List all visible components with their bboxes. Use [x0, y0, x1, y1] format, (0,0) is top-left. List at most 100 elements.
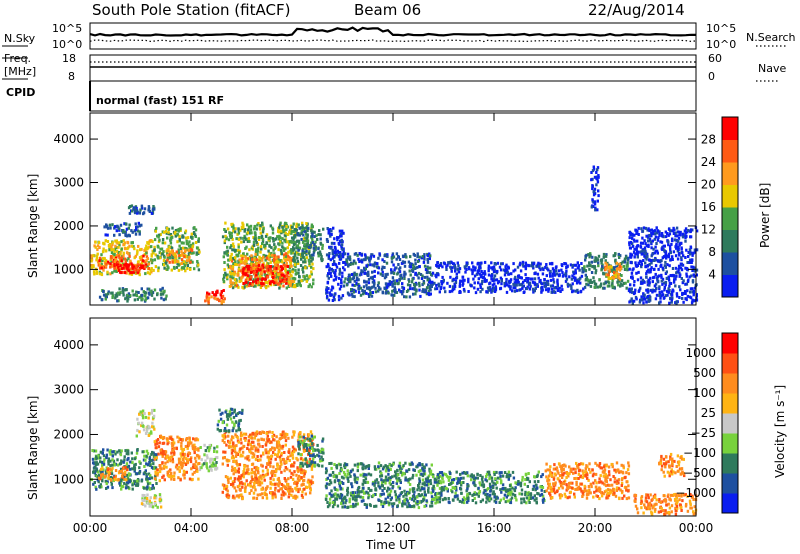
data-cell	[222, 280, 226, 283]
data-cell	[219, 293, 223, 297]
data-cell	[226, 273, 229, 277]
data-cell	[248, 264, 251, 268]
data-cell	[247, 454, 250, 458]
data-cell	[187, 443, 191, 447]
data-cell	[403, 277, 406, 280]
data-cell	[566, 284, 570, 288]
data-cell	[156, 438, 160, 441]
data-cell	[454, 267, 457, 271]
data-cell	[129, 460, 132, 464]
data-cell	[490, 261, 493, 265]
data-cell	[246, 281, 250, 285]
data-cell	[142, 254, 145, 258]
data-cell	[261, 223, 264, 227]
data-cell	[506, 270, 509, 274]
data-cell	[530, 264, 533, 268]
data-cell	[326, 280, 330, 284]
data-cell	[292, 238, 295, 242]
data-cell	[173, 451, 176, 455]
data-cell	[418, 288, 421, 292]
data-cell	[310, 241, 313, 245]
data-cell	[294, 268, 297, 272]
data-cell	[268, 258, 271, 261]
data-cell	[256, 262, 259, 265]
data-cell	[101, 250, 105, 254]
data-cell	[260, 271, 263, 275]
data-cell	[159, 292, 163, 296]
data-cell	[261, 258, 264, 262]
data-cell	[197, 239, 200, 243]
data-cell	[305, 249, 308, 253]
data-cell	[301, 224, 304, 228]
data-cell	[390, 260, 394, 264]
data-cell	[243, 234, 246, 238]
data-cell	[346, 252, 350, 256]
data-cell	[96, 256, 99, 260]
data-cell	[446, 281, 449, 285]
data-cell	[165, 465, 168, 469]
data-cell	[421, 289, 424, 293]
data-cell	[296, 244, 300, 248]
data-cell	[159, 247, 162, 251]
data-cell	[410, 280, 414, 284]
data-cell	[252, 243, 256, 247]
data-cell	[134, 254, 137, 258]
data-cell	[156, 505, 159, 509]
data-cell	[536, 272, 540, 276]
data-cell	[286, 277, 289, 281]
data-cell	[113, 233, 116, 237]
data-cell	[334, 277, 337, 281]
data-cell	[180, 250, 183, 254]
data-cell	[122, 291, 125, 295]
data-cell	[107, 290, 110, 294]
data-cell	[119, 291, 122, 295]
data-cell	[234, 260, 237, 264]
data-cell	[302, 270, 305, 274]
data-cell	[194, 241, 198, 244]
data-cell	[357, 278, 360, 282]
data-cell	[304, 260, 307, 264]
data-cell	[290, 248, 293, 252]
data-cell	[472, 277, 475, 281]
data-cell	[456, 267, 460, 271]
data-cell	[274, 237, 278, 241]
data-cell	[427, 292, 430, 296]
data-cell	[280, 451, 283, 455]
data-cell	[141, 409, 145, 413]
data-cell	[208, 292, 211, 296]
data-cell	[237, 231, 241, 235]
data-cell	[483, 260, 487, 264]
data-cell	[90, 263, 93, 267]
data-cell	[124, 247, 127, 251]
data-cell	[124, 297, 127, 301]
data-cell	[545, 263, 548, 266]
data-cell	[244, 236, 247, 240]
nave-tick-top: 60	[708, 52, 722, 65]
data-cell	[383, 266, 386, 269]
data-cell	[400, 276, 403, 280]
data-cell	[115, 239, 118, 243]
data-cell	[285, 273, 288, 277]
data-cell	[330, 293, 333, 297]
data-cell	[131, 230, 134, 234]
data-cell	[284, 252, 287, 256]
data-cell	[328, 268, 331, 272]
data-cell	[359, 293, 363, 297]
data-cell	[99, 256, 102, 260]
data-cell	[256, 275, 259, 279]
data-cell	[187, 248, 191, 252]
data-cell	[257, 268, 261, 272]
data-cell	[327, 298, 331, 302]
data-cell	[435, 287, 439, 291]
data-cell	[290, 280, 293, 283]
data-cell	[394, 290, 397, 294]
data-cell	[265, 256, 269, 260]
data-cell	[122, 243, 125, 247]
data-cell	[165, 294, 168, 298]
data-cell	[255, 240, 258, 244]
data-cell	[251, 282, 255, 286]
data-cell	[235, 489, 238, 493]
data-cell	[249, 484, 252, 488]
data-cell	[188, 436, 191, 440]
data-cell	[220, 296, 223, 299]
